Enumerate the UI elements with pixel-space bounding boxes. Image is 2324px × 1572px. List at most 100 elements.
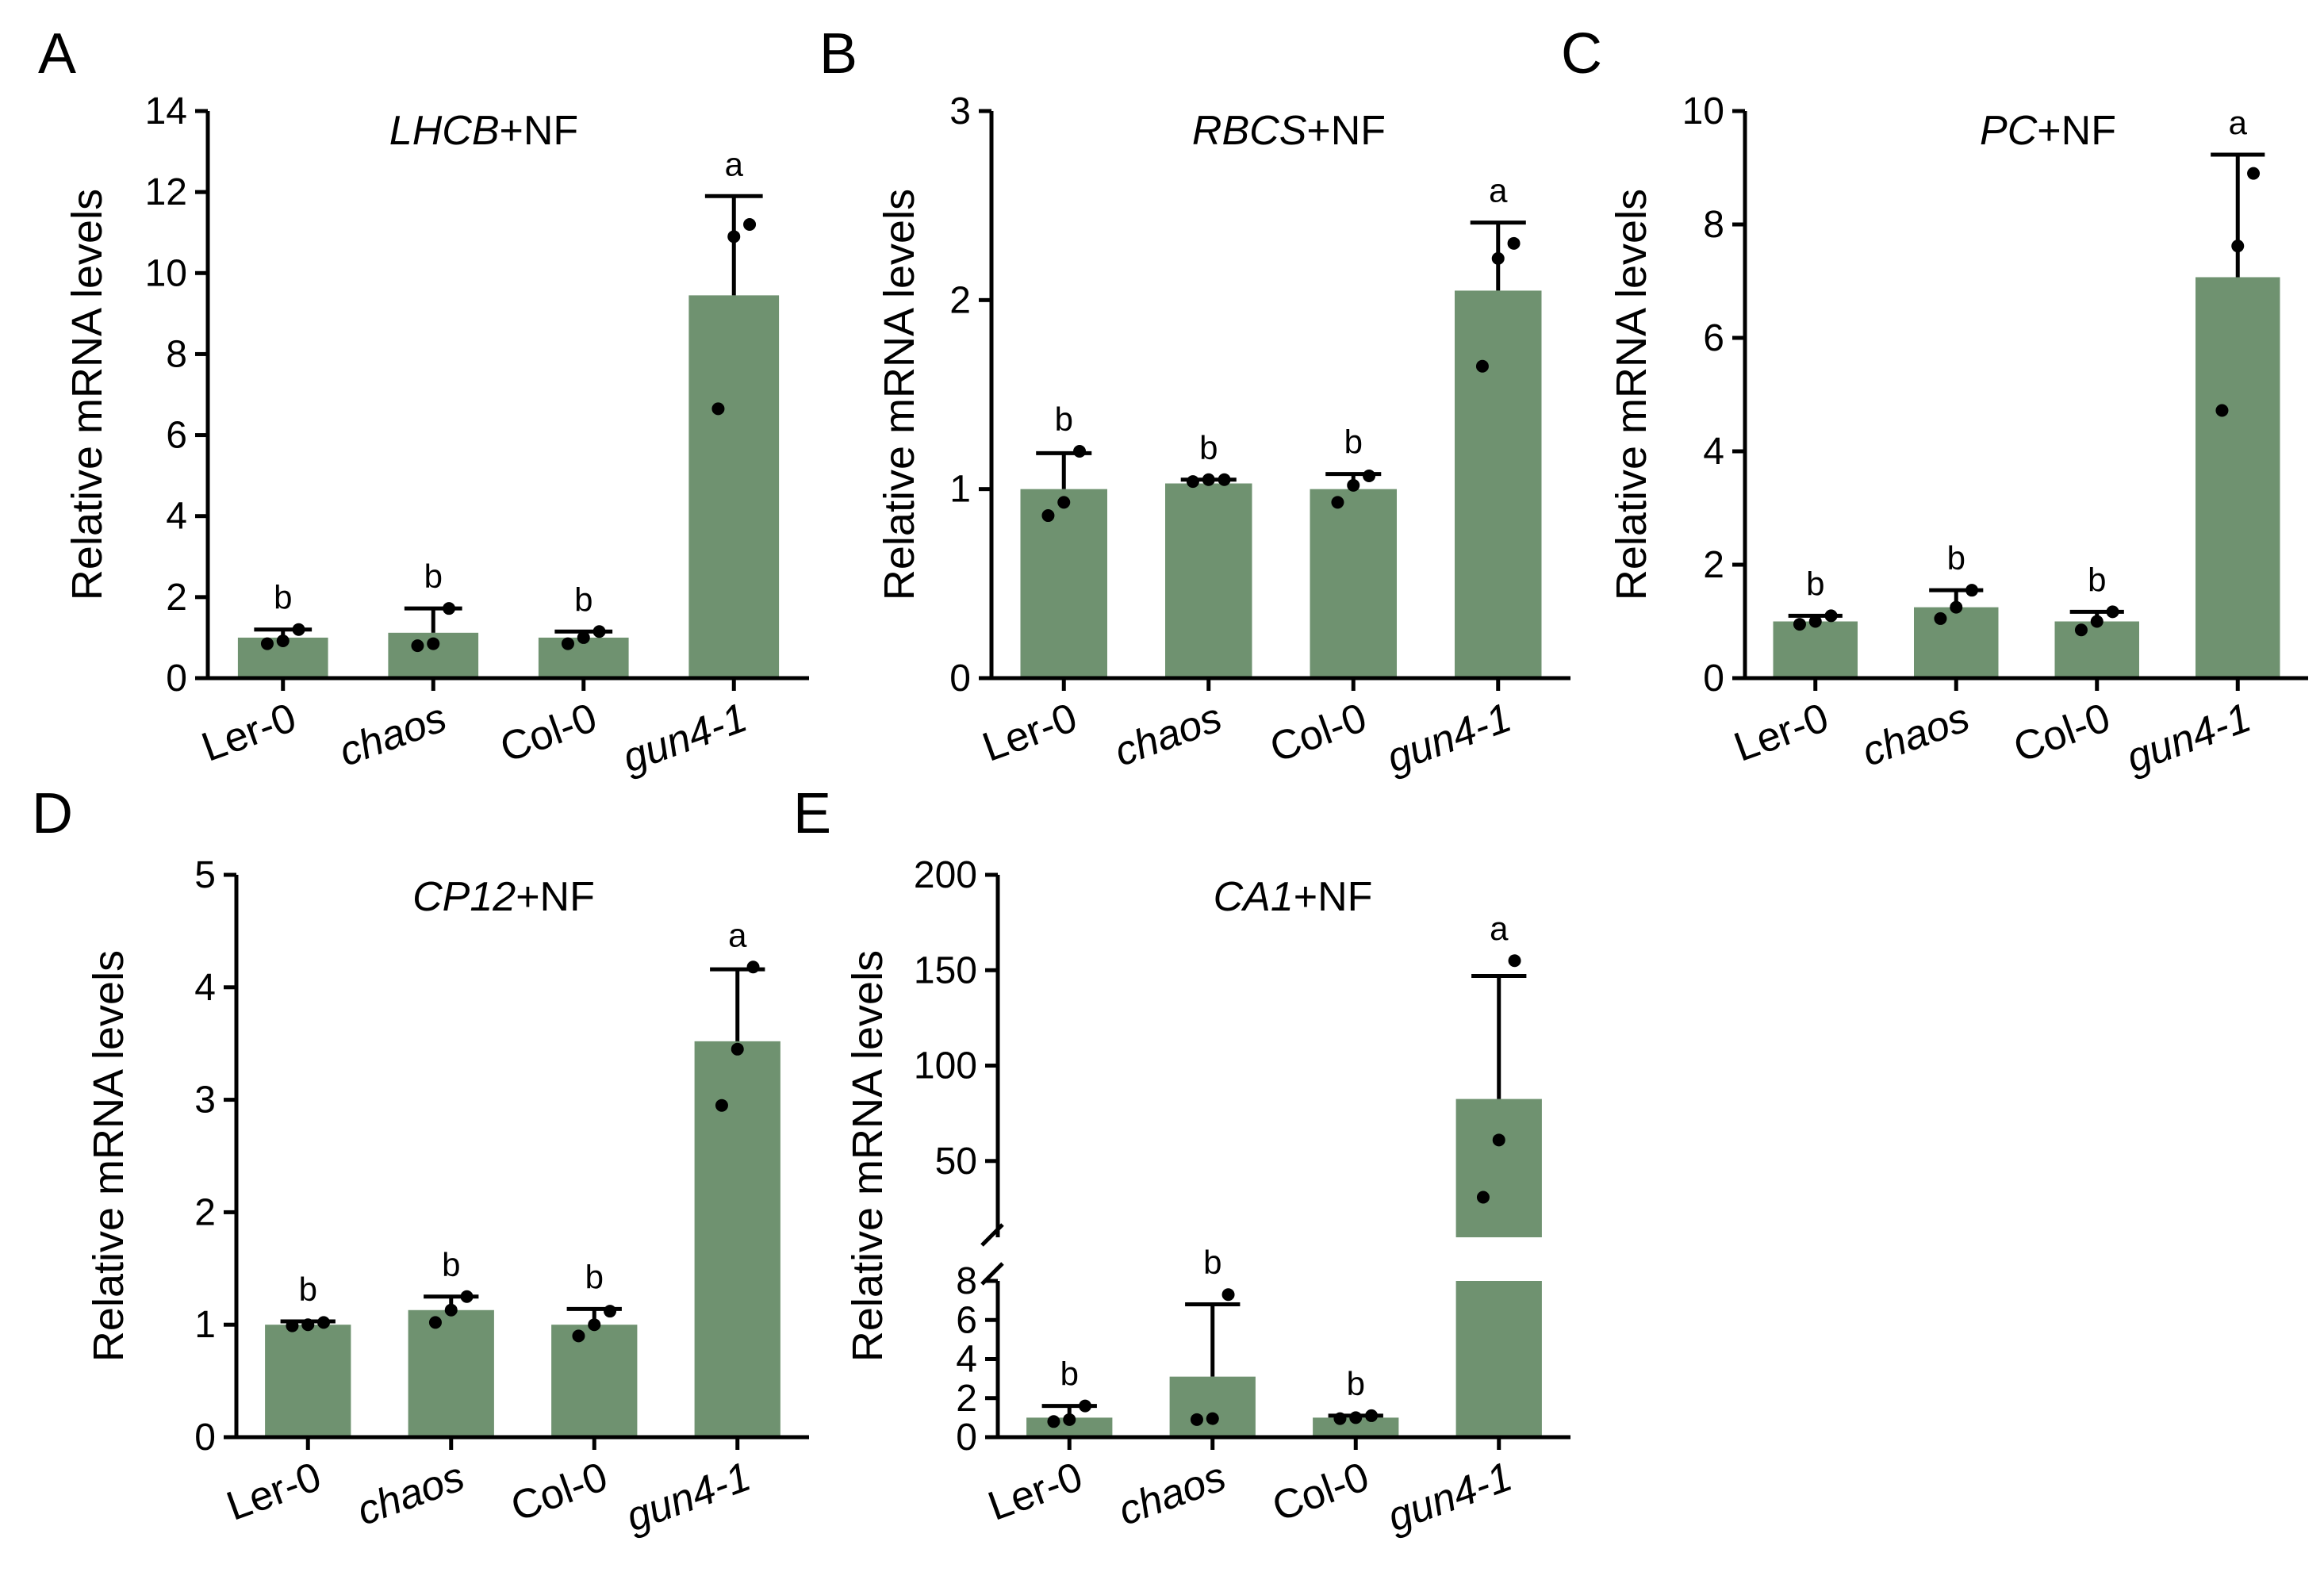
data-point	[1079, 1399, 1092, 1413]
significance-label: b	[1947, 539, 1965, 577]
y-tick-label: 4	[194, 967, 216, 1009]
data-point	[1041, 509, 1055, 523]
x-category-label: Ler-0	[982, 1454, 1088, 1530]
y-tick-label: 8	[166, 333, 187, 375]
data-point	[1218, 473, 1231, 486]
bar-3	[1455, 290, 1542, 678]
data-point	[715, 1098, 728, 1112]
x-category-label: chaos	[1113, 1454, 1232, 1535]
significance-label: b	[442, 1246, 460, 1283]
data-point	[727, 230, 741, 243]
x-category-label: Ler-0	[221, 1454, 327, 1530]
data-point	[1475, 359, 1489, 373]
data-point	[317, 1316, 331, 1329]
y-tick-label: 100	[914, 1045, 977, 1087]
y-tick-label: 150	[914, 949, 977, 991]
x-category-label: gun4-1	[2120, 695, 2257, 782]
significance-label: b	[1055, 401, 1073, 438]
significance-label: b	[274, 579, 292, 616]
y-tick-label: 10	[1682, 90, 1724, 132]
data-point	[1057, 496, 1071, 509]
bar-1	[408, 1309, 494, 1437]
data-point	[444, 1303, 458, 1317]
bar-3	[694, 1041, 780, 1437]
x-category-label: gun4-1	[1381, 695, 1517, 782]
significance-label: b	[1060, 1355, 1079, 1393]
panel-letter: C	[1561, 22, 1602, 86]
data-point	[1363, 469, 1376, 482]
data-point	[711, 402, 725, 416]
panel-letter: A	[38, 22, 76, 86]
y-tick-label: 50	[935, 1141, 977, 1183]
title-suffix: +NF	[516, 874, 595, 920]
bar-1	[1165, 483, 1252, 678]
panel-c: C PC+NF Relative mRNA levels b b b a 0 2 4 6 8 10 Ler…	[1561, 22, 2308, 782]
y-tick-label: 5	[194, 854, 216, 896]
bar-0	[1773, 621, 1858, 678]
data-point	[572, 1329, 585, 1343]
x-category-label: Ler-0	[976, 695, 1083, 771]
panel-title: CA1+NF	[1214, 874, 1373, 920]
data-point	[1333, 1412, 1347, 1425]
panel-title: CP12+NF	[412, 874, 595, 920]
title-suffix: +NF	[1306, 108, 1386, 154]
data-point	[1047, 1415, 1060, 1428]
y-tick-label: 1	[194, 1304, 216, 1346]
y-tick-label: 3	[949, 90, 971, 132]
data-point	[427, 637, 440, 650]
data-point	[593, 625, 606, 638]
significance-label: b	[1347, 1365, 1365, 1402]
panel-letter: B	[819, 22, 857, 86]
y-tick-label: 8	[1703, 204, 1724, 246]
significance-label: b	[1344, 424, 1363, 461]
x-category-label: chaos	[1856, 695, 1975, 776]
significance-label: b	[299, 1271, 317, 1308]
data-point	[1186, 475, 1199, 489]
data-point	[1221, 1288, 1235, 1302]
significance-label: a	[1490, 910, 1509, 947]
y-axis-label: Relative mRNA levels	[85, 950, 132, 1362]
x-category-label: gun4-1	[616, 695, 753, 782]
y-tick-label: 2	[194, 1191, 216, 1233]
y-tick-label: 0	[956, 1417, 977, 1459]
bar-2	[538, 637, 629, 678]
data-point	[1793, 618, 1806, 631]
significance-label: a	[2229, 104, 2248, 141]
x-category-label: chaos	[351, 1454, 470, 1535]
data-point	[743, 218, 757, 231]
x-category-label: gun4-1	[620, 1454, 757, 1541]
data-point	[2106, 605, 2119, 619]
data-point	[260, 637, 274, 650]
bar-3	[688, 295, 780, 678]
bar-0	[1020, 489, 1107, 678]
data-point	[1073, 445, 1087, 458]
y-tick-label: 2	[956, 1378, 977, 1420]
significance-label: b	[424, 558, 443, 595]
y-tick-label: 0	[1703, 658, 1724, 700]
significance-label: b	[1203, 1244, 1221, 1281]
data-point	[604, 1305, 617, 1318]
data-point	[1507, 236, 1521, 250]
data-point	[2247, 167, 2261, 180]
y-axis-label: Relative mRNA levels	[844, 950, 892, 1362]
y-tick-label: 2	[949, 279, 971, 321]
data-point	[731, 1042, 744, 1056]
data-point	[588, 1318, 601, 1332]
data-point	[561, 637, 574, 650]
bar-3-upper	[1455, 1098, 1542, 1237]
title-gene: PC	[1980, 108, 2038, 154]
y-axis-label: Relative mRNA levels	[63, 189, 111, 600]
data-point	[1331, 496, 1344, 509]
data-point	[276, 635, 290, 648]
y-tick-label: 1	[949, 469, 971, 511]
x-category-label: Col-0	[1264, 695, 1373, 772]
panel-letter: D	[32, 782, 73, 845]
panel-d: D CP12+NF Relative mRNA levels b b b a 0 1 2 3 4 5 Le…	[32, 782, 809, 1541]
panel-title: LHCB+NF	[389, 108, 578, 154]
data-point	[1365, 1409, 1379, 1422]
data-point	[2215, 404, 2229, 417]
data-point	[1349, 1411, 1363, 1424]
panel-title: RBCS+NF	[1192, 108, 1386, 154]
data-point	[1824, 609, 1838, 623]
